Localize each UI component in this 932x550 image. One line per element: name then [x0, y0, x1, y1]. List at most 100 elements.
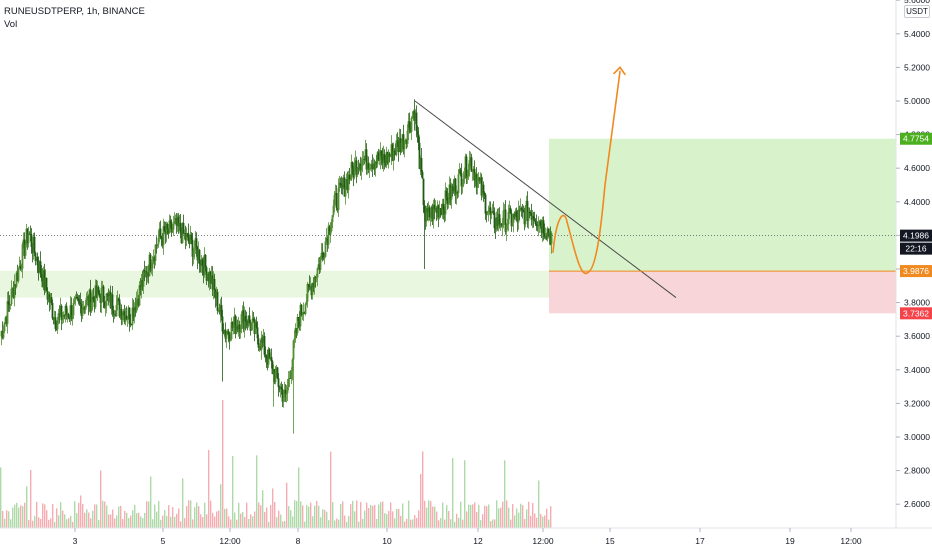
- candle-body: [274, 371, 277, 383]
- candle-body: [15, 272, 18, 287]
- candle-body: [453, 178, 456, 191]
- volume-bar: [460, 501, 462, 528]
- candle-body: [145, 271, 148, 278]
- candle-body: [228, 334, 231, 341]
- drawing-overlays: [0, 66, 896, 298]
- price-tick-label: 2.8000: [904, 466, 930, 476]
- volume-bar: [388, 510, 390, 528]
- candle-body: [422, 178, 425, 206]
- volume-bar: [306, 505, 308, 528]
- volume-bar: [346, 521, 348, 528]
- candle-body: [106, 293, 109, 295]
- candle-body: [363, 159, 366, 160]
- candle-body: [321, 252, 324, 254]
- candle-body: [402, 134, 405, 150]
- candle-body: [247, 315, 250, 326]
- candle-body: [137, 298, 140, 306]
- volume-bar: [382, 501, 384, 528]
- volume-bar: [356, 500, 358, 528]
- candle-body: [102, 286, 105, 302]
- support-zone: [0, 270, 550, 298]
- candle-body: [63, 315, 66, 316]
- candle-body: [483, 192, 486, 195]
- candle-body: [545, 236, 548, 239]
- volume-bar: [406, 518, 408, 528]
- candle-body: [138, 285, 141, 306]
- volume-bar: [232, 456, 234, 528]
- candle-body: [65, 305, 68, 315]
- volume-bar: [204, 502, 206, 528]
- symbol-title[interactable]: RUNEUSDTPERP, 1h, BINANCE: [4, 6, 145, 17]
- volume-bar: [398, 509, 400, 528]
- candle-body: [178, 222, 181, 227]
- candle-body: [78, 300, 81, 303]
- stop-loss-badge: 3.7362: [903, 308, 929, 318]
- projection-arrowhead: [613, 66, 626, 76]
- time-axis[interactable]: 3 5 12:00 8 10 12 12:00 15 17 19 12:00: [73, 528, 862, 546]
- candle-body: [437, 205, 440, 218]
- volume-bar: [136, 513, 138, 528]
- volume-bar: [108, 514, 110, 528]
- candle-body: [400, 142, 403, 152]
- candle-body: [399, 138, 402, 152]
- volume-bar: [110, 514, 112, 528]
- candle-body: [485, 213, 488, 215]
- candle-body: [86, 295, 89, 298]
- candle-body: [458, 169, 461, 175]
- volume-bar: [260, 505, 262, 528]
- volume-bar: [78, 502, 80, 528]
- candle-body: [11, 287, 14, 289]
- candle-body: [443, 209, 446, 215]
- candle-body: [193, 249, 196, 251]
- candle-body: [463, 174, 466, 180]
- volume-bar: [8, 511, 10, 528]
- candle-body: [527, 212, 530, 221]
- volume-bar: [360, 501, 362, 528]
- candle-body: [532, 215, 535, 220]
- candle-body: [83, 307, 86, 310]
- candle-body: [34, 252, 37, 261]
- candle-body: [173, 221, 176, 225]
- countdown-badge: 22:16: [905, 244, 927, 254]
- candle-body: [1, 331, 4, 338]
- volume-bar: [134, 504, 136, 528]
- volume-bar: [332, 502, 334, 528]
- candle-body: [433, 204, 436, 210]
- volume-bar: [168, 505, 170, 528]
- candle-body: [525, 200, 528, 207]
- candle-body: [429, 217, 432, 218]
- candle-body: [487, 210, 490, 212]
- volume-bar: [500, 507, 502, 528]
- candle-body: [211, 275, 214, 290]
- candle-body: [382, 154, 385, 164]
- candle-body: [81, 308, 84, 317]
- currency-unit-button[interactable]: USDT: [904, 5, 930, 18]
- candle-body: [41, 277, 44, 288]
- volume-indicator-label[interactable]: Vol: [4, 19, 18, 30]
- candle-body: [10, 288, 13, 305]
- volume-bar: [218, 510, 220, 528]
- volume-bar: [216, 511, 218, 528]
- volume-bar: [320, 517, 322, 528]
- volume-bar: [248, 518, 250, 528]
- volume-bar: [30, 469, 32, 528]
- time-tick-label: 5: [161, 536, 166, 546]
- volume-bar: [158, 501, 160, 528]
- volume-bar: [414, 515, 416, 528]
- candle-body: [486, 211, 489, 214]
- volume-bar: [508, 507, 510, 528]
- volume-bar: [324, 509, 326, 528]
- candle-body: [158, 228, 161, 238]
- candle-body: [256, 327, 259, 339]
- volume-bar: [404, 521, 406, 528]
- candle-body: [410, 118, 413, 132]
- candle-body: [162, 226, 165, 246]
- candle-body: [450, 186, 453, 200]
- candle-body: [311, 282, 314, 296]
- candle-body: [236, 325, 239, 330]
- candle-body: [383, 154, 386, 161]
- candle-body: [255, 322, 258, 328]
- candle-body: [538, 221, 541, 226]
- candle-body: [184, 233, 187, 241]
